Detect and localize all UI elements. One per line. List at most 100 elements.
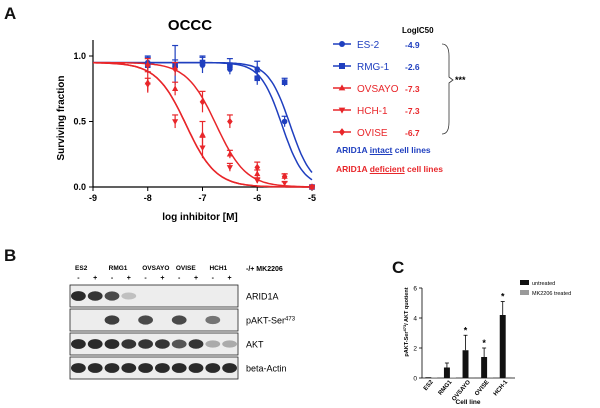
western-blot: ES2 RMG1 OVSAYO OVISE HCH1 - + - + - + - + - + -/+ MK2… [69, 265, 296, 380]
data-point [199, 145, 206, 152]
data-point [172, 85, 179, 91]
panel-letter-c: C [392, 258, 405, 277]
blot-band [121, 292, 137, 300]
bar-chart-axes: 0 2 4 6 [413, 286, 515, 383]
bar-y-tick: 4 [413, 316, 417, 323]
blot-band [104, 291, 120, 301]
data-point [281, 172, 288, 181]
blot-lane-sign: - [178, 275, 181, 282]
blot-band [171, 363, 187, 373]
legend-series-name: ES-2 [357, 40, 380, 51]
blot-lane-sign: + [194, 275, 198, 282]
bar-significance: * [501, 292, 505, 302]
data-point [227, 117, 233, 126]
blot-band [205, 363, 221, 373]
data-point [172, 65, 178, 73]
blot-lane-sign: - [212, 275, 215, 282]
data-point [254, 75, 261, 82]
data-point [226, 150, 233, 157]
blot-cell-line: RMG1 [109, 265, 128, 272]
group-deficient-label: ARID1A deficient cell lines [336, 164, 443, 174]
legend-item: HCH-1 -7.3 [333, 106, 420, 117]
data-point [281, 118, 288, 125]
blot-band [138, 315, 153, 325]
blot-band [188, 339, 204, 349]
bar-y-tick: 6 [413, 286, 417, 293]
data-point [309, 183, 315, 191]
group-intact-label: ARID1A intact cell lines [336, 145, 431, 155]
blot-band [104, 339, 120, 349]
data-point [254, 178, 261, 184]
bar-legend-label: MK2206 treated [532, 291, 571, 297]
blot-row: beta-Actin [69, 356, 287, 380]
bar-y-tick: 0 [413, 376, 417, 383]
data-point [199, 59, 206, 66]
bar-category-label: OVISE [474, 379, 490, 397]
legend-logic50: -7.3 [405, 106, 420, 116]
bar-legend-swatch [520, 280, 529, 285]
bar [468, 377, 475, 378]
data-point [199, 98, 206, 106]
blot-band [121, 363, 137, 373]
x-tick-label: -9 [89, 193, 97, 203]
data-point [254, 170, 261, 177]
data-point [199, 131, 206, 137]
bar [481, 357, 488, 378]
blot-cell-line: OVSAYO [142, 265, 169, 272]
blot-band [155, 363, 170, 373]
blot-row-label: beta-Actin [246, 364, 287, 374]
blot-cell-line: OVISE [176, 265, 197, 272]
x-axis-label: log inhibitor [M] [162, 212, 238, 223]
bar-legend-label: untreated [532, 281, 555, 287]
data-point [227, 62, 233, 68]
blot-lane-sign: + [160, 275, 164, 282]
blot-band [222, 363, 237, 373]
blot-band [71, 291, 86, 301]
legend-item: RMG-1 -2.6 [333, 62, 420, 73]
blot-header: ES2 RMG1 OVSAYO OVISE HCH1 - + - + - + - + - + [75, 265, 232, 282]
blot-strip [69, 284, 239, 308]
blot-lane-sign: - [77, 275, 80, 282]
data-point [254, 163, 261, 171]
blot-row: pAKT-Ser473 [69, 308, 296, 332]
logic50-header: LogIC50 [402, 26, 434, 35]
legend-series-name: OVSAYO [357, 84, 399, 95]
blot-band [155, 339, 170, 349]
blot-band [87, 363, 103, 373]
blot-row: ARID1A [69, 284, 279, 308]
dose-response-chart: OCCC -9 -8 -7 -6 -5 0.0 0.5 1.0 log inhibitor [… [56, 17, 316, 223]
chart-axes: -9 -8 -7 -6 -5 0.0 0.5 1.0 [73, 40, 316, 203]
legend-item: OVISE -6.7 [333, 128, 420, 139]
blot-row-label: ARID1A [246, 292, 279, 302]
legend-marker [338, 84, 346, 91]
blot-strip [69, 356, 239, 380]
legend-marker [338, 107, 346, 114]
y-tick-label: 1.0 [73, 51, 86, 61]
bar-category-label: HCH-1 [493, 379, 510, 397]
bar-significance: * [482, 338, 486, 348]
legend-item: ES-2 -4.9 [333, 40, 420, 51]
data-point [144, 61, 151, 69]
legend-item: OVSAYO -7.3 [333, 84, 420, 95]
blot-row-label: pAKT-Ser473 [246, 316, 296, 326]
blot-row: AKT [69, 332, 264, 356]
bar-legend: untreated MK2206 treated [520, 280, 571, 297]
legend-marker [339, 41, 345, 47]
blot-band [138, 363, 153, 373]
chart-title: OCCC [168, 17, 212, 34]
blot-band [205, 340, 221, 348]
bars: ES2 RMG1*OVSAYO*OVISE*HCH-1 [423, 292, 512, 403]
treatment-label: -/+ MK2206 [246, 266, 283, 273]
blot-band [104, 363, 120, 373]
panel-letter-b: B [4, 246, 17, 265]
blot-band [104, 315, 120, 325]
x-tick-label: -6 [253, 193, 261, 203]
blot-band [171, 339, 187, 349]
legend-logic50: -2.6 [405, 62, 420, 72]
blot-band [71, 363, 86, 373]
data-point [172, 119, 179, 125]
legend-series-name: HCH-1 [357, 106, 388, 117]
x-tick-label: -7 [198, 193, 206, 203]
